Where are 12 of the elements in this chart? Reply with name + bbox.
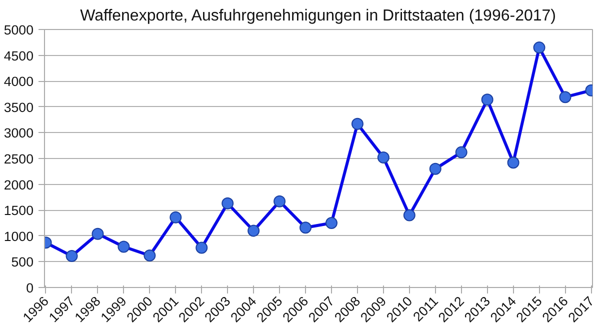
chart-title: Waffenexporte, Ausfuhrgenehmigungen in Drittstaaten (1996-2017)	[80, 8, 556, 24]
y-tick-label: 2000	[4, 177, 34, 192]
y-tick-label: 4000	[4, 74, 34, 90]
y-tick-label: 4500	[4, 48, 34, 64]
y-tick-label: 500	[11, 254, 34, 270]
y-tick-label: 2500	[4, 152, 34, 166]
y-tick-label: 1500	[4, 203, 34, 218]
y-tick-label: 0	[26, 280, 34, 296]
y-tick-label: 3000	[4, 126, 34, 141]
y-tick-label: 5000	[4, 22, 34, 38]
y-tick-label: 3500	[4, 100, 34, 115]
y-tick-label: 1000	[4, 228, 34, 244]
